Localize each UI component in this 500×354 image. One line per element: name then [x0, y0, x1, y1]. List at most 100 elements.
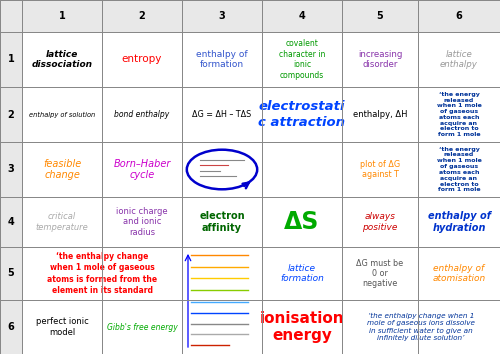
Bar — [0, 197, 22, 247]
Bar — [342, 197, 418, 247]
Bar — [418, 0, 500, 32]
Bar — [342, 300, 418, 354]
Bar — [102, 87, 182, 142]
Bar — [262, 247, 342, 300]
Bar — [262, 87, 342, 142]
Bar — [418, 87, 500, 142]
Bar — [342, 87, 418, 142]
Text: always
positive: always positive — [362, 212, 398, 232]
Bar — [0, 0, 22, 32]
Bar — [102, 0, 182, 32]
Bar — [262, 0, 342, 32]
Bar — [0, 142, 22, 197]
Text: ‘the enthalpy change when 1
mole of gaseous ions dissolve
in sufficient water to: ‘the enthalpy change when 1 mole of gase… — [367, 313, 475, 342]
Bar — [102, 0, 182, 32]
Text: feasible
change: feasible change — [43, 159, 81, 180]
Bar — [342, 87, 418, 142]
Text: enthalpy of solution: enthalpy of solution — [29, 112, 95, 118]
Bar — [418, 247, 500, 300]
Bar — [418, 87, 500, 142]
Bar — [262, 300, 342, 354]
Bar — [342, 0, 418, 32]
Text: 1: 1 — [58, 11, 66, 21]
Bar — [102, 197, 182, 247]
Text: ‘the enthalpy change
when 1 mole of gaseous
atoms is formed from the
element in : ‘the enthalpy change when 1 mole of gase… — [47, 252, 157, 295]
Bar — [182, 87, 262, 142]
Bar — [0, 32, 22, 87]
Bar — [102, 32, 182, 87]
Bar — [418, 197, 500, 247]
Bar — [182, 247, 262, 300]
Bar — [182, 87, 262, 142]
Bar — [0, 247, 22, 300]
Text: ΔS: ΔS — [284, 210, 320, 234]
Bar — [182, 197, 262, 247]
Bar — [0, 87, 22, 142]
Bar — [418, 142, 500, 197]
Bar — [0, 247, 22, 300]
Text: entropy: entropy — [122, 55, 162, 64]
Bar — [342, 247, 418, 300]
Bar — [182, 247, 262, 300]
Bar — [22, 247, 102, 300]
Bar — [182, 0, 262, 32]
Bar — [342, 197, 418, 247]
Bar — [342, 247, 418, 300]
Bar — [102, 32, 182, 87]
Text: 3: 3 — [218, 11, 226, 21]
Bar — [0, 197, 22, 247]
Bar — [262, 197, 342, 247]
Bar — [22, 0, 102, 32]
Bar — [22, 247, 102, 300]
Bar — [418, 142, 500, 197]
Bar — [102, 300, 182, 354]
Bar — [22, 87, 102, 142]
Text: Gibb's free energy: Gibb's free energy — [106, 322, 178, 331]
Bar — [418, 0, 500, 32]
Text: 3: 3 — [8, 165, 14, 175]
Bar — [22, 197, 102, 247]
Text: ΔG must be
0 or
negative: ΔG must be 0 or negative — [356, 259, 404, 289]
Bar — [262, 142, 342, 197]
Text: 2: 2 — [138, 11, 145, 21]
Bar — [262, 32, 342, 87]
Text: critical
temperature: critical temperature — [36, 212, 88, 232]
Bar — [262, 142, 342, 197]
Bar — [418, 300, 500, 354]
Bar — [22, 0, 102, 32]
Bar — [342, 32, 418, 87]
Text: perfect ionic
model: perfect ionic model — [36, 317, 88, 337]
Bar — [182, 32, 262, 87]
Text: 4: 4 — [298, 11, 306, 21]
Text: lattice
dissociation: lattice dissociation — [32, 50, 92, 69]
Text: enthalpy of
hydration: enthalpy of hydration — [428, 211, 490, 233]
Text: enthalpy of
formation: enthalpy of formation — [196, 50, 248, 69]
Bar — [262, 300, 342, 354]
Bar — [182, 142, 262, 197]
Bar — [262, 197, 342, 247]
Bar — [262, 0, 342, 32]
Bar — [22, 300, 102, 354]
Bar — [22, 32, 102, 87]
Bar — [102, 247, 182, 300]
Text: plot of ΔG
against T: plot of ΔG against T — [360, 160, 400, 179]
Bar — [182, 142, 262, 197]
Text: enthalpy of
atomisation: enthalpy of atomisation — [432, 264, 486, 283]
Bar — [102, 87, 182, 142]
Text: lattice
enthalpy: lattice enthalpy — [440, 50, 478, 69]
Bar — [0, 300, 22, 354]
Bar — [182, 32, 262, 87]
Bar — [182, 300, 262, 354]
Text: 4: 4 — [8, 217, 14, 227]
Bar — [262, 87, 342, 142]
Bar — [22, 300, 102, 354]
Bar — [102, 142, 182, 197]
Bar — [262, 32, 342, 87]
Text: 6: 6 — [456, 11, 462, 21]
Text: 6: 6 — [8, 322, 14, 332]
Bar — [102, 300, 182, 354]
Bar — [22, 197, 102, 247]
Bar — [22, 87, 102, 142]
Text: 5: 5 — [376, 11, 384, 21]
Text: ‘the energy
released
when 1 mole
of gaseous
atoms each
acquire an
electron to
fo: ‘the energy released when 1 mole of gase… — [436, 147, 482, 192]
